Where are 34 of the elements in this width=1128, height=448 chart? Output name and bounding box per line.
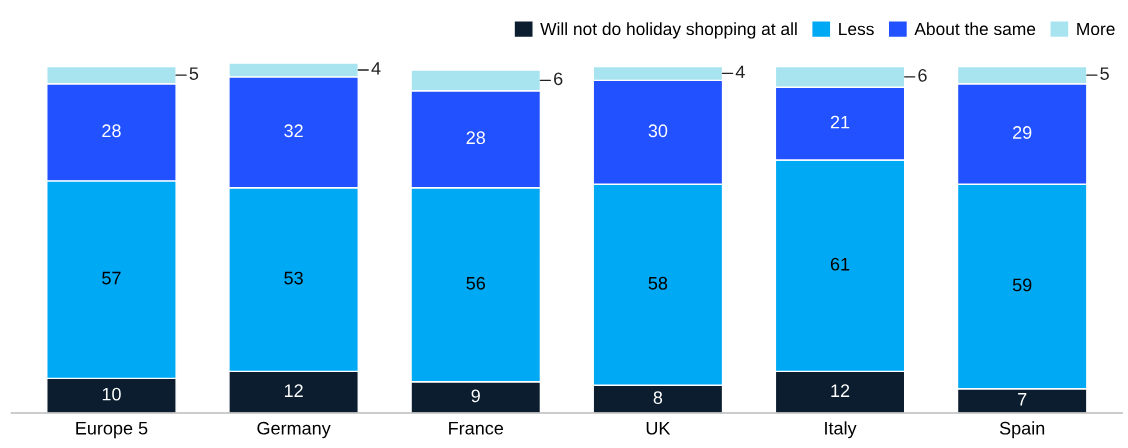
data-label: 28 bbox=[102, 124, 121, 138]
data-label: 59 bbox=[1012, 278, 1032, 292]
data-label: 30 bbox=[648, 124, 668, 138]
data-label: 7 bbox=[1018, 393, 1027, 406]
data-label: 28 bbox=[466, 131, 486, 145]
data-label: 58 bbox=[648, 276, 668, 290]
x-tick-label: UK bbox=[646, 422, 671, 435]
x-tick-label: Italy bbox=[825, 421, 857, 439]
data-label: 57 bbox=[102, 271, 121, 285]
legend-label: Less bbox=[839, 23, 874, 36]
data-label: 21 bbox=[830, 115, 850, 129]
data-label: 10 bbox=[102, 387, 121, 401]
legend-label: Will not do holiday shopping at all bbox=[540, 22, 797, 39]
legend-label: More bbox=[1077, 23, 1115, 36]
data-label: 12 bbox=[831, 384, 850, 397]
x-tick-label: Germany bbox=[257, 421, 331, 439]
x-tick-label: France bbox=[449, 422, 504, 435]
data-label: 6 bbox=[554, 72, 563, 86]
data-label: 32 bbox=[284, 124, 303, 138]
legend-label: About the same bbox=[914, 22, 1036, 36]
data-label: 61 bbox=[830, 257, 850, 271]
data-label: 4 bbox=[371, 62, 381, 75]
data-label: 5 bbox=[189, 67, 199, 80]
x-tick-label: Europe 5 bbox=[76, 422, 148, 439]
data-label: 5 bbox=[1100, 67, 1109, 80]
data-label: 56 bbox=[466, 276, 485, 290]
data-label: 9 bbox=[471, 389, 480, 403]
data-label: 4 bbox=[735, 65, 745, 79]
data-label: 53 bbox=[284, 271, 303, 285]
data-label: 6 bbox=[918, 68, 927, 82]
data-label: 8 bbox=[653, 391, 663, 404]
data-label: 12 bbox=[284, 384, 303, 397]
data-label: 29 bbox=[1013, 126, 1032, 139]
x-tick-label: Spain bbox=[999, 421, 1045, 439]
